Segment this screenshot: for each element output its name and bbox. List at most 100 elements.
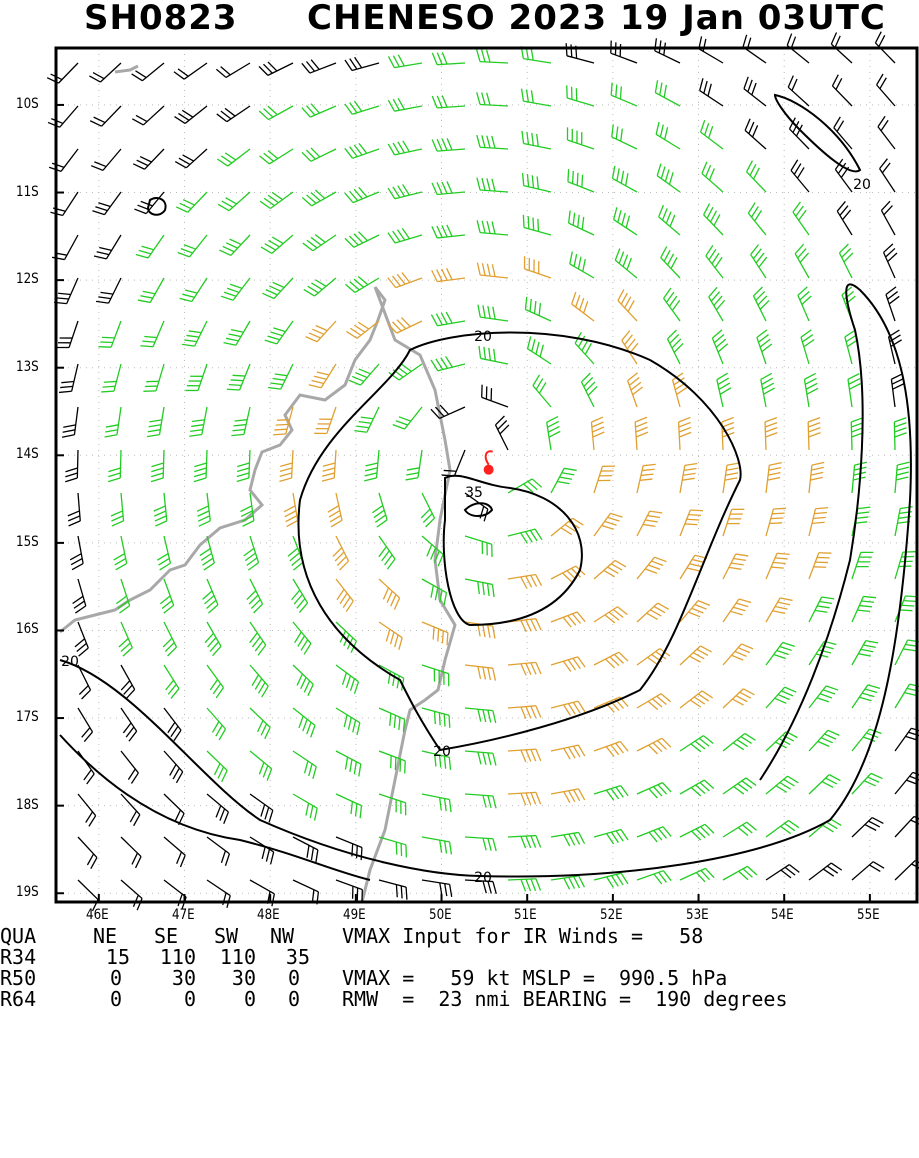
- wind-barb-feather: [197, 506, 208, 511]
- wind-barb-staff: [465, 579, 492, 584]
- wind-barb-feather: [836, 78, 842, 89]
- wind-barb-feather: [805, 378, 816, 384]
- wind-barb-staff: [852, 552, 861, 579]
- rmw-bearing-line: RMW = 23 nmi BEARING = 190 degrees: [342, 989, 788, 1010]
- x-tick-label: 52E: [600, 907, 623, 923]
- wind-barb-feather: [788, 776, 799, 783]
- wind-barb-feather: [388, 188, 395, 199]
- x-tick-label: 51E: [514, 907, 537, 923]
- wind-barb-feather: [435, 588, 437, 600]
- x-tick-label: 47E: [172, 907, 195, 923]
- r64-ne: 0: [96, 989, 122, 1010]
- wind-barb-staff: [164, 794, 184, 814]
- wind-barb-feather: [666, 212, 671, 224]
- wind-barb-feather: [896, 472, 908, 475]
- wind-barb-feather: [643, 524, 656, 526]
- wind-barb-feather: [65, 478, 77, 482]
- wind-barb-feather: [61, 382, 74, 383]
- wind-barb-feather: [797, 167, 804, 178]
- wind-barb-feather: [709, 168, 714, 180]
- wind-barb-staff: [422, 579, 446, 593]
- wind-barb-feather: [834, 117, 841, 128]
- wind-barb-feather: [95, 207, 107, 211]
- wind-barb-feather: [301, 640, 308, 651]
- wind-barb-feather: [359, 764, 361, 776]
- wind-barb-feather: [227, 389, 240, 390]
- wind-barb-staff: [481, 358, 508, 364]
- wind-barb-feather: [348, 717, 351, 729]
- wind-barb-feather: [346, 601, 353, 612]
- wind-barb-feather: [569, 747, 575, 758]
- wind-barb-staff: [250, 579, 263, 604]
- wind-barb-staff: [236, 321, 250, 345]
- wind-barb-feather: [647, 613, 658, 619]
- wind-barb-feather: [184, 245, 196, 249]
- wind-barb-feather: [562, 473, 574, 475]
- wind-barb-staff: [523, 101, 551, 106]
- wind-barb-feather: [778, 602, 790, 605]
- wind-barb-feather: [579, 876, 585, 887]
- r64-se: 0: [150, 989, 196, 1010]
- wind-barb-feather: [396, 885, 397, 898]
- wind-barb-feather: [394, 598, 399, 610]
- wind-barb-feather: [611, 876, 618, 887]
- wind-barb-staff: [120, 450, 121, 478]
- wind-barb-feather: [745, 733, 756, 740]
- wind-barb-feather: [179, 158, 190, 164]
- wind-barb-feather: [904, 693, 916, 696]
- wind-barb-feather: [450, 884, 452, 896]
- wind-barb-staff: [190, 235, 207, 257]
- wind-barb-feather: [93, 73, 104, 79]
- wind-barb-feather: [765, 418, 777, 422]
- wind-barb-staff: [680, 736, 703, 751]
- wind-barb-feather: [642, 469, 655, 470]
- wind-barb-feather: [445, 798, 447, 811]
- wind-barb-feather: [265, 727, 270, 738]
- wind-barb-staff: [160, 407, 164, 435]
- wind-barb-feather: [865, 689, 877, 692]
- wind-barb-feather: [355, 373, 367, 378]
- wind-barb-staff: [336, 837, 362, 848]
- wind-barb-feather: [346, 331, 357, 338]
- wind-barb-feather: [357, 723, 360, 735]
- wind-barb-feather: [808, 423, 820, 427]
- wind-barb-feather: [754, 168, 760, 179]
- wind-barb-staff: [78, 579, 86, 606]
- wind-barb-feather: [269, 240, 280, 246]
- wind-barb-feather: [857, 512, 870, 513]
- wind-barb-staff: [195, 321, 207, 346]
- wind-barb-feather: [202, 558, 213, 565]
- wind-barb-feather: [337, 589, 344, 600]
- wind-barb-feather: [105, 430, 117, 432]
- wind-barb-feather: [819, 650, 831, 653]
- wind-barb-feather: [284, 506, 295, 512]
- wind-barb-feather: [492, 222, 495, 234]
- wind-barb-feather: [891, 374, 902, 380]
- wind-barb-feather: [727, 463, 739, 465]
- wind-barb-feather: [748, 203, 755, 214]
- wind-barb-feather: [449, 799, 451, 812]
- wind-barb-feather: [366, 463, 378, 466]
- wind-barb-feather: [231, 330, 243, 333]
- wind-barb-feather: [904, 601, 917, 602]
- wind-barb-feather: [403, 141, 409, 152]
- wind-barb-feather: [823, 825, 834, 832]
- wind-barb-feather: [869, 865, 880, 871]
- wind-barb-staff: [336, 665, 358, 682]
- wind-barb-staff: [809, 465, 812, 493]
- wind-barb-staff: [570, 264, 594, 278]
- wind-barb-feather: [190, 430, 203, 432]
- contour-label-35: 35: [465, 485, 483, 501]
- wind-barb-feather: [303, 719, 307, 731]
- wind-barb-feather: [263, 766, 268, 778]
- wind-barb-feather: [108, 473, 120, 477]
- contour-20-inner: [298, 333, 740, 751]
- wind-barb-feather: [136, 857, 142, 868]
- wind-barb-feather: [444, 714, 445, 727]
- wind-barb-feather: [478, 666, 481, 678]
- wind-barb-feather: [777, 651, 789, 655]
- wind-barb-feather: [706, 165, 711, 177]
- wind-barb-feather: [650, 511, 663, 513]
- wind-barb-staff: [637, 694, 661, 708]
- wind-barb-feather: [829, 775, 840, 781]
